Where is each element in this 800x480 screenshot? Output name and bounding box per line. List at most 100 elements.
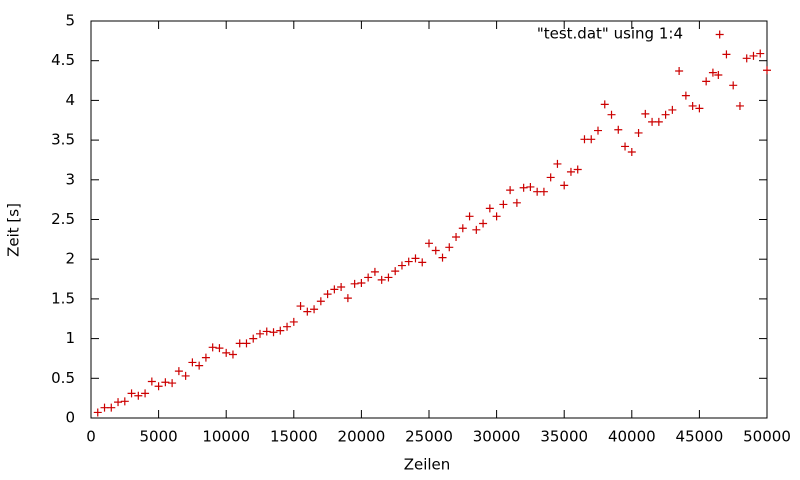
point <box>627 148 636 157</box>
point <box>330 285 339 294</box>
legend-label: "test.dat" using 1:4 <box>537 25 683 43</box>
x-tick-label: 50000 <box>743 428 791 446</box>
x-tick-label: 0 <box>86 428 96 446</box>
point <box>208 343 217 352</box>
y-tick-label: 3.5 <box>51 131 75 149</box>
point <box>276 326 285 335</box>
x-tick-label: 40000 <box>608 428 656 446</box>
point <box>404 257 413 266</box>
point <box>377 275 386 284</box>
point <box>262 327 271 336</box>
point <box>228 350 237 359</box>
y-tick-label: 4 <box>65 91 75 109</box>
point <box>397 261 406 270</box>
point <box>235 339 244 348</box>
point <box>492 212 501 221</box>
point <box>654 117 663 126</box>
x-axis-label: Zeilen <box>404 456 451 474</box>
point <box>269 328 278 337</box>
point <box>364 273 373 282</box>
point <box>100 403 109 412</box>
point <box>722 50 731 59</box>
point <box>418 258 427 267</box>
point <box>114 398 123 407</box>
point <box>384 273 393 282</box>
point <box>499 200 508 209</box>
y-tick-label: 2 <box>65 250 75 268</box>
point <box>641 109 650 118</box>
x-tick-label: 10000 <box>202 428 250 446</box>
point <box>688 101 697 110</box>
y-tick-label: 0.5 <box>51 369 75 387</box>
point <box>357 279 366 288</box>
point <box>438 253 447 262</box>
point <box>715 30 724 39</box>
point <box>479 219 488 228</box>
point <box>120 397 129 406</box>
point <box>533 187 542 196</box>
point <box>675 67 684 76</box>
y-axis-label: Zeit [s] <box>5 203 23 257</box>
y-tick-label: 5 <box>65 12 75 30</box>
point <box>316 297 325 306</box>
point <box>573 165 582 174</box>
y-tick-label: 0 <box>65 409 75 427</box>
point <box>681 91 690 100</box>
point <box>695 104 704 113</box>
point <box>566 167 575 176</box>
x-tick-label: 45000 <box>676 428 724 446</box>
point <box>195 361 204 370</box>
point <box>621 142 630 151</box>
x-tick-label: 5000 <box>140 428 178 446</box>
point <box>472 225 481 234</box>
point <box>648 117 657 126</box>
point <box>323 290 332 299</box>
point <box>127 389 136 398</box>
point <box>607 110 616 119</box>
point <box>222 348 231 357</box>
point <box>594 126 602 135</box>
y-tick-label: 3 <box>65 170 75 188</box>
y-tick-label: 1 <box>65 329 75 347</box>
x-tick-label: 25000 <box>405 428 453 446</box>
point <box>600 100 609 109</box>
point <box>519 183 528 192</box>
point <box>580 135 589 144</box>
point <box>337 282 346 291</box>
point <box>201 353 210 362</box>
point <box>249 334 258 343</box>
point <box>458 224 467 233</box>
point <box>749 51 758 60</box>
point <box>147 377 156 386</box>
point <box>708 68 717 77</box>
point <box>668 105 677 114</box>
point <box>512 198 521 207</box>
point <box>391 267 400 276</box>
point <box>188 358 197 367</box>
point <box>181 371 190 380</box>
point <box>93 408 102 417</box>
point <box>283 322 292 331</box>
point <box>553 159 562 168</box>
point <box>215 344 224 353</box>
point <box>560 181 569 190</box>
point <box>763 66 771 75</box>
point <box>445 243 454 252</box>
point <box>526 182 535 191</box>
y-tick-label: 4.5 <box>51 51 75 69</box>
point <box>161 378 170 387</box>
point <box>370 267 379 276</box>
point <box>310 305 319 314</box>
point <box>431 246 440 255</box>
x-tick-label: 30000 <box>473 428 521 446</box>
x-tick-label: 20000 <box>338 428 386 446</box>
y-tick-label: 2.5 <box>51 210 75 228</box>
point <box>296 302 305 311</box>
point <box>702 77 711 86</box>
point <box>107 403 116 412</box>
point <box>742 54 751 63</box>
point <box>539 187 548 196</box>
point <box>714 70 723 79</box>
point <box>661 110 670 119</box>
